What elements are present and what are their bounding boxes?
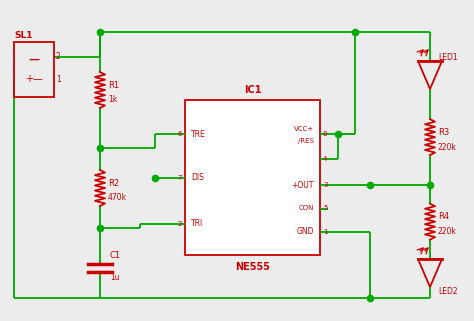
Text: 3: 3 [323,182,328,188]
Bar [185,100,320,255]
Text: R1: R1 [108,81,119,90]
Text: 5: 5 [323,205,328,212]
Text: 2: 2 [178,221,182,227]
Text: 1k: 1k [108,96,117,105]
Text: 4: 4 [323,156,328,162]
Text: 7: 7 [177,175,182,180]
Text: 470k: 470k [108,194,127,203]
Text: —: — [28,55,39,65]
Bar [14,42,54,97]
Text: 6: 6 [177,131,182,137]
Text: C1: C1 [110,251,121,261]
Text: 8: 8 [323,131,328,137]
Text: 220k: 220k [438,227,457,236]
Text: +—: +— [25,74,43,84]
Text: LED1: LED1 [438,53,457,62]
Text: 2: 2 [56,52,61,61]
Text: 220k: 220k [438,143,457,152]
Text: 1: 1 [56,75,61,84]
Text: TRE: TRE [191,130,206,139]
Text: +OUT: +OUT [292,181,314,190]
Text: LED2: LED2 [438,287,457,296]
Text: TRI: TRI [191,220,203,229]
Text: 1: 1 [323,229,328,235]
Text: IC1: IC1 [244,85,261,95]
Text: 1u: 1u [110,273,119,282]
Text: DIS: DIS [191,173,204,182]
Text: R2: R2 [108,178,119,187]
Text: CON: CON [299,205,314,212]
Text: VCC+: VCC+ [294,126,314,132]
Text: NE555: NE555 [235,262,270,272]
Text: SL1: SL1 [14,30,33,39]
Text: /RES: /RES [298,138,314,144]
Text: R3: R3 [438,128,449,137]
Text: R4: R4 [438,212,449,221]
Text: GND: GND [297,227,314,236]
